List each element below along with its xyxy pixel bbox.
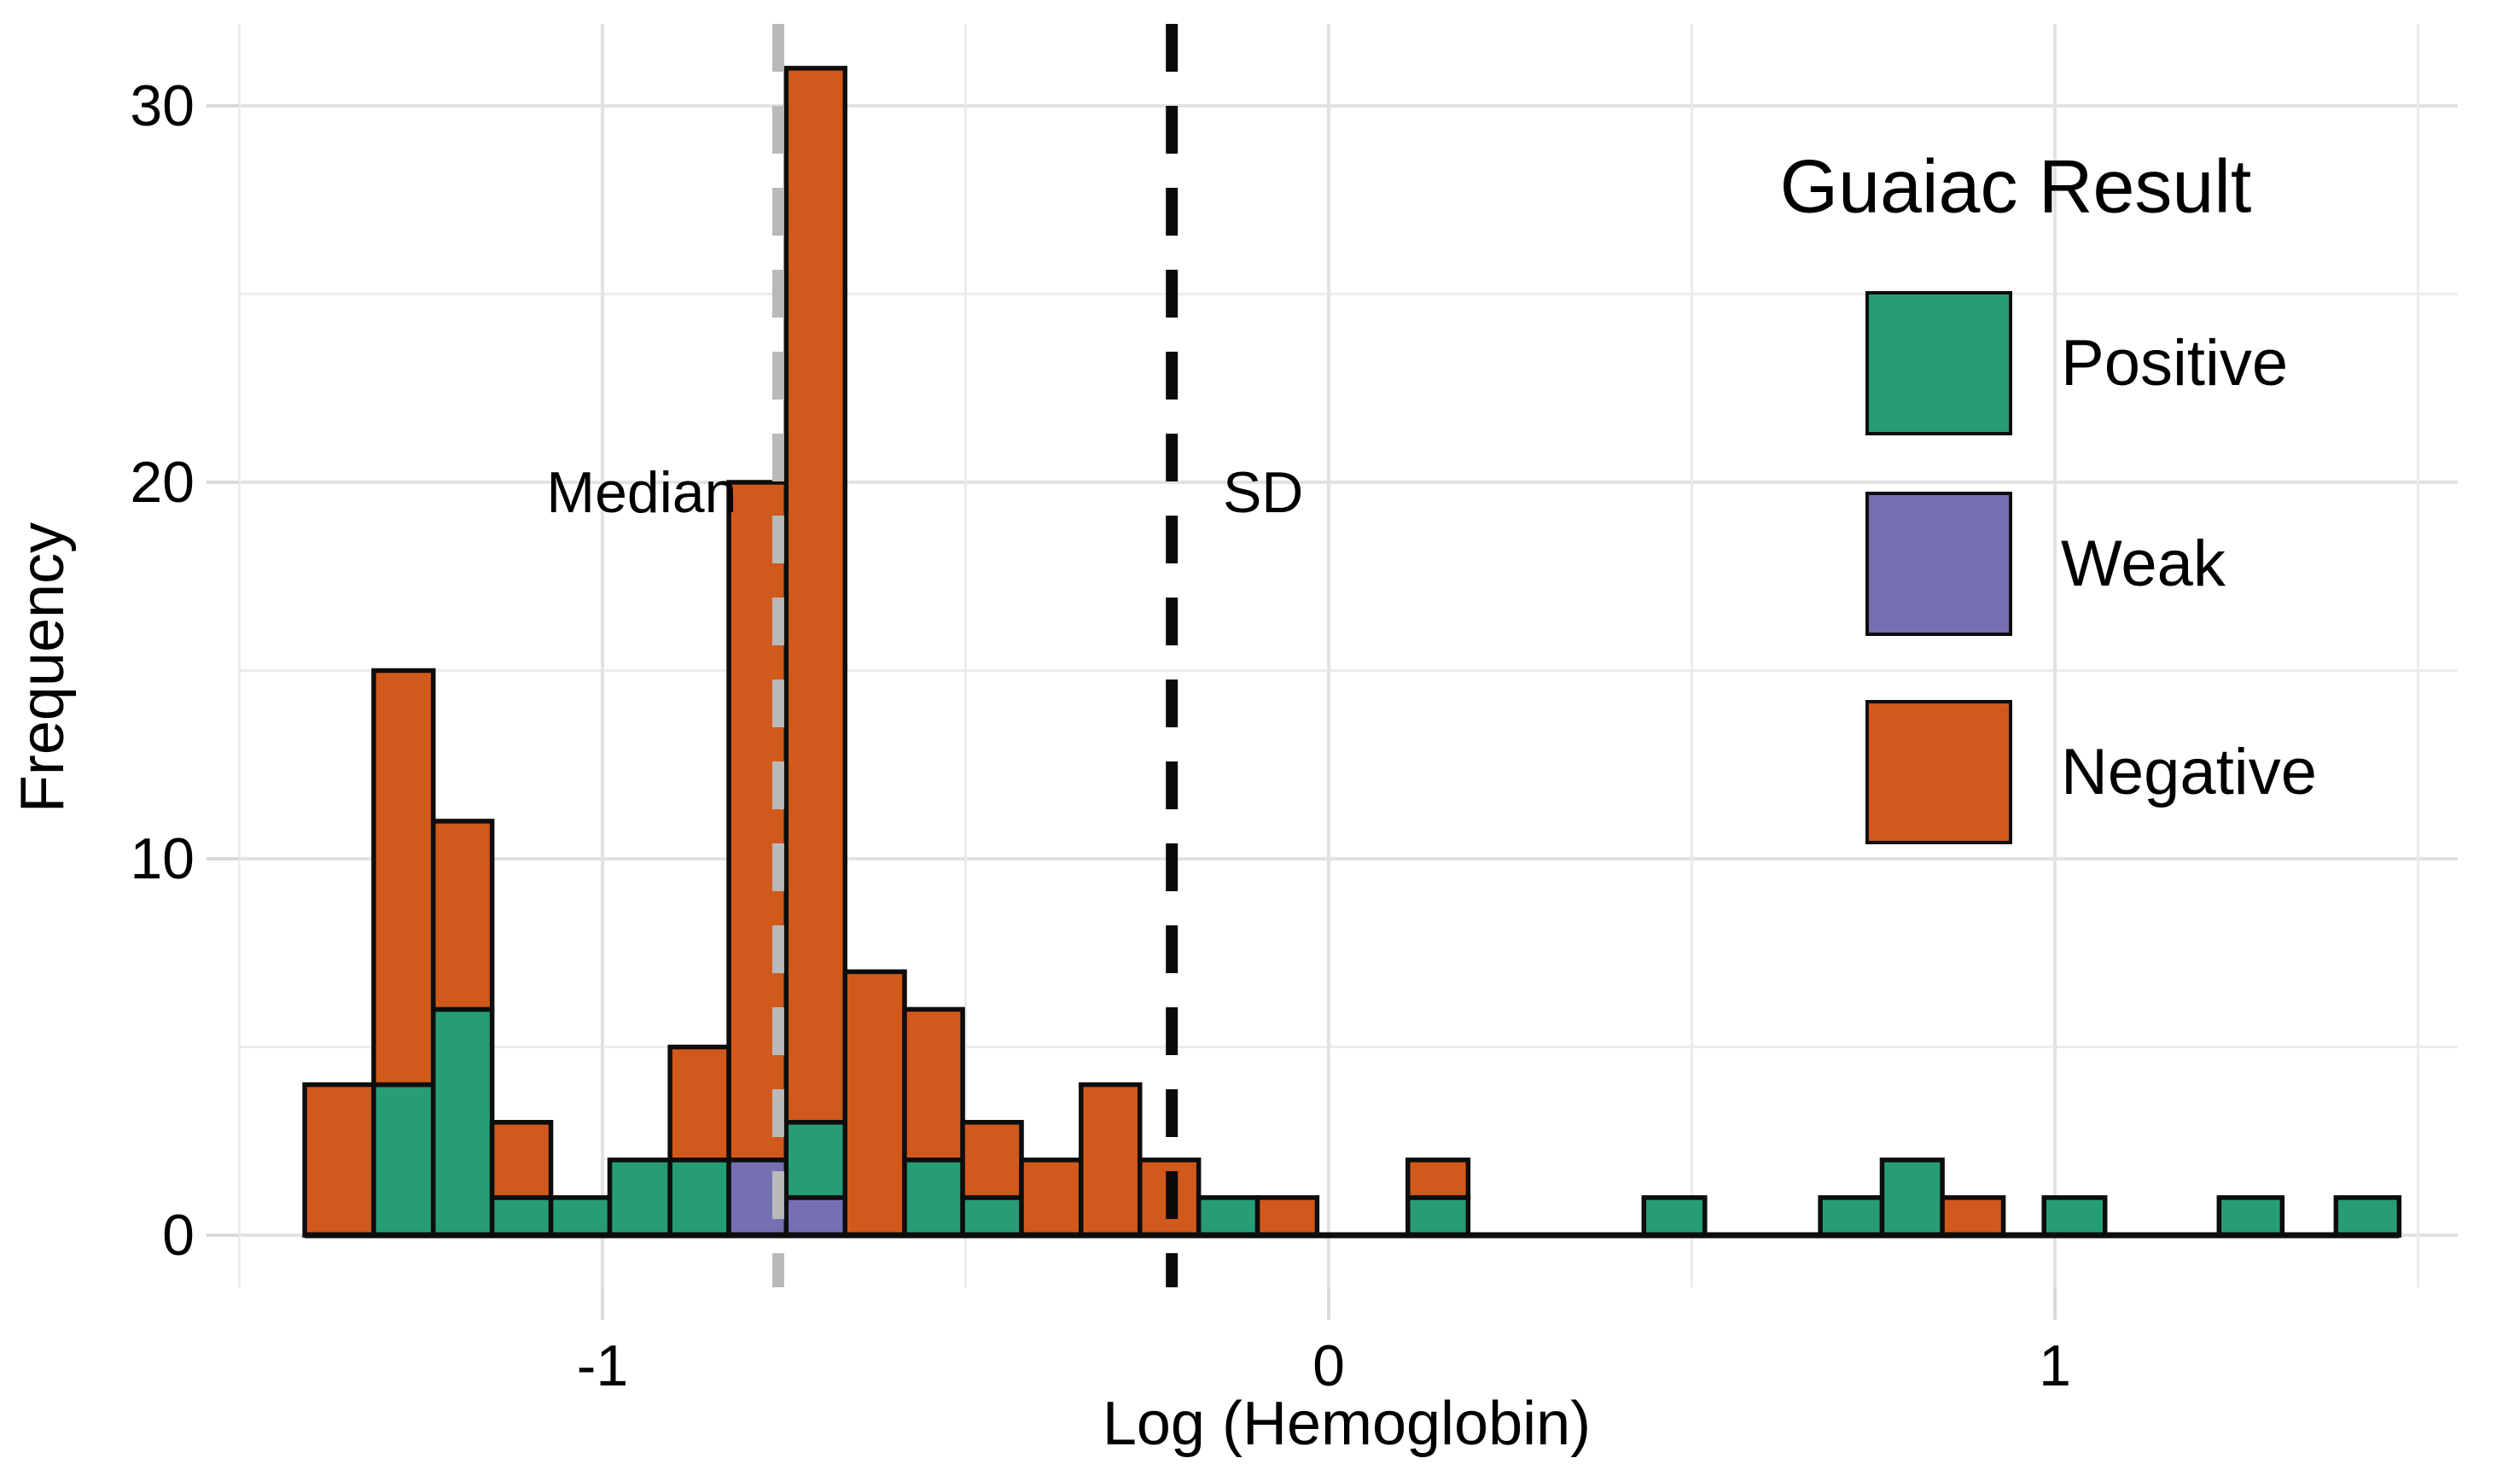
y-tick-label: 30 — [130, 73, 195, 138]
legend-label-negative: Negative — [2061, 736, 2317, 808]
bar-segment-negative — [902, 1006, 965, 1163]
legend-swatch-positive — [1865, 291, 2012, 435]
y-tick-label: 0 — [162, 1203, 195, 1268]
bar-segment-positive — [2216, 1195, 2285, 1238]
x-tick-label: -1 — [577, 1333, 628, 1398]
bar-segment-negative — [1254, 1195, 1320, 1238]
bar-segment-positive — [489, 1195, 554, 1238]
gridlines — [207, 24, 2458, 1320]
y-axis-title: Frequency — [9, 522, 77, 813]
bar-segment-positive — [1196, 1195, 1260, 1238]
bar-segment-negative — [783, 66, 847, 1125]
bar-segment-positive — [371, 1082, 436, 1238]
bar-segment-positive — [960, 1195, 1024, 1238]
bar-segment-negative — [1405, 1158, 1471, 1200]
x-axis-title: Log (Hemoglobin) — [1103, 1390, 1591, 1458]
legend: Guaiac Result Positive Weak Negative — [1780, 144, 2317, 844]
histogram-bars — [302, 66, 2402, 1238]
bar-segment-weak — [783, 1195, 847, 1238]
x-tick-label: 1 — [2039, 1333, 2071, 1398]
legend-label-weak: Weak — [2061, 528, 2226, 600]
bar-segment-positive — [783, 1119, 847, 1200]
y-tick-label: 20 — [130, 450, 195, 515]
bar-segment-positive — [2333, 1195, 2402, 1238]
legend-title: Guaiac Result — [1780, 144, 2252, 229]
sd-line-label: SD — [1223, 460, 1303, 525]
bar-segment-negative — [1940, 1195, 2006, 1238]
axis-labels: 0 10 20 30 -1 0 1 Log (Hemoglobin) Frequency — [9, 73, 2071, 1458]
bar-segment-positive — [548, 1195, 613, 1238]
median-line-label: Median — [546, 460, 736, 525]
bar-segment-negative — [371, 668, 436, 1088]
bar-segment-positive — [2041, 1195, 2108, 1238]
bar-segment-negative — [1079, 1082, 1143, 1238]
bar-segment-negative — [430, 819, 495, 1012]
bar-segment-positive — [667, 1158, 731, 1238]
bar-segment-negative — [489, 1119, 554, 1200]
bar-segment-positive — [1879, 1158, 1945, 1238]
bar-segment-negative — [302, 1082, 376, 1238]
legend-swatch-weak — [1865, 492, 2012, 636]
legend-swatch-negative — [1865, 700, 2012, 844]
bar-segment-negative — [842, 969, 907, 1238]
bar-segment-positive — [902, 1158, 965, 1238]
bar-segment-negative — [667, 1044, 731, 1163]
legend-label-positive: Positive — [2061, 327, 2288, 400]
reference-lines: Median SD — [546, 24, 1303, 1287]
bar-segment-positive — [430, 1006, 495, 1238]
bar-segment-positive — [1405, 1195, 1471, 1238]
bar-segment-negative — [726, 480, 789, 1163]
y-tick-label: 10 — [130, 826, 195, 891]
bar-segment-negative — [1019, 1158, 1084, 1238]
bar-segment-negative — [960, 1119, 1024, 1200]
bar-segment-positive — [1818, 1195, 1885, 1238]
x-tick-label: 0 — [1312, 1333, 1345, 1398]
bar-segment-positive — [607, 1158, 672, 1238]
bar-segment-positive — [1641, 1195, 1708, 1238]
